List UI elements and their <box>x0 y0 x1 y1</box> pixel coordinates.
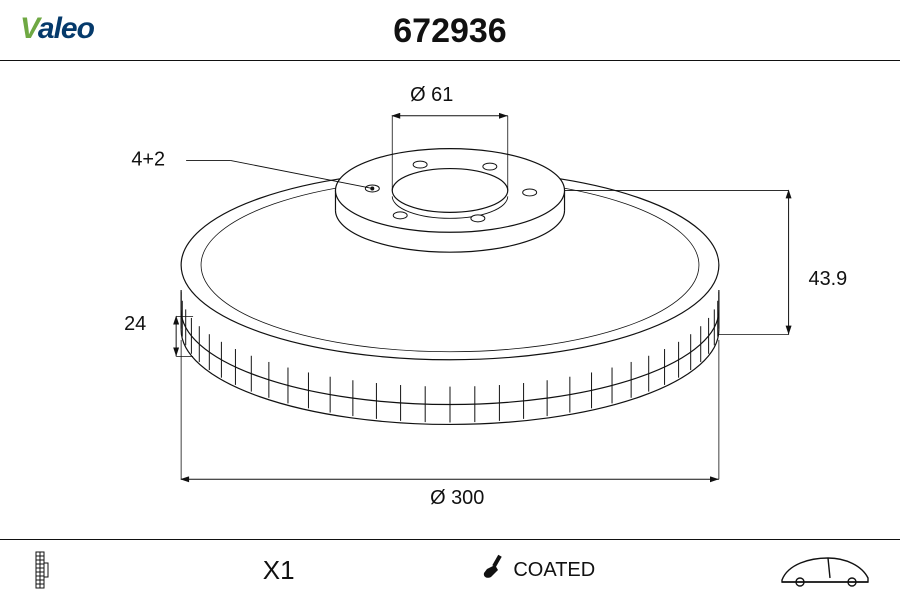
svg-text:Ø 61: Ø 61 <box>410 84 453 106</box>
svg-text:43.9: 43.9 <box>809 268 848 290</box>
svg-text:24: 24 <box>124 313 146 335</box>
diagram-area: Ø 61 4+2 24 43.9 Ø 300 <box>0 60 900 540</box>
logo-part1: V <box>20 12 38 45</box>
svg-text:4+2: 4+2 <box>131 149 165 171</box>
quantity-label: X1 <box>263 555 295 586</box>
logo-part2: aleo <box>38 12 94 45</box>
header: Valeo 672936 <box>0 0 900 60</box>
coated-badge: COATED <box>479 553 595 587</box>
footer: X1 COATED <box>0 540 900 600</box>
technical-drawing: Ø 61 4+2 24 43.9 Ø 300 <box>0 61 900 539</box>
svg-text:Ø 300: Ø 300 <box>430 487 484 509</box>
disc-side-icon <box>30 550 78 590</box>
part-number: 672936 <box>393 12 506 51</box>
coated-text: COATED <box>513 559 595 582</box>
brush-icon <box>479 553 507 587</box>
car-silhouette-icon <box>780 552 870 588</box>
brand-logo: Valeo <box>20 12 94 46</box>
